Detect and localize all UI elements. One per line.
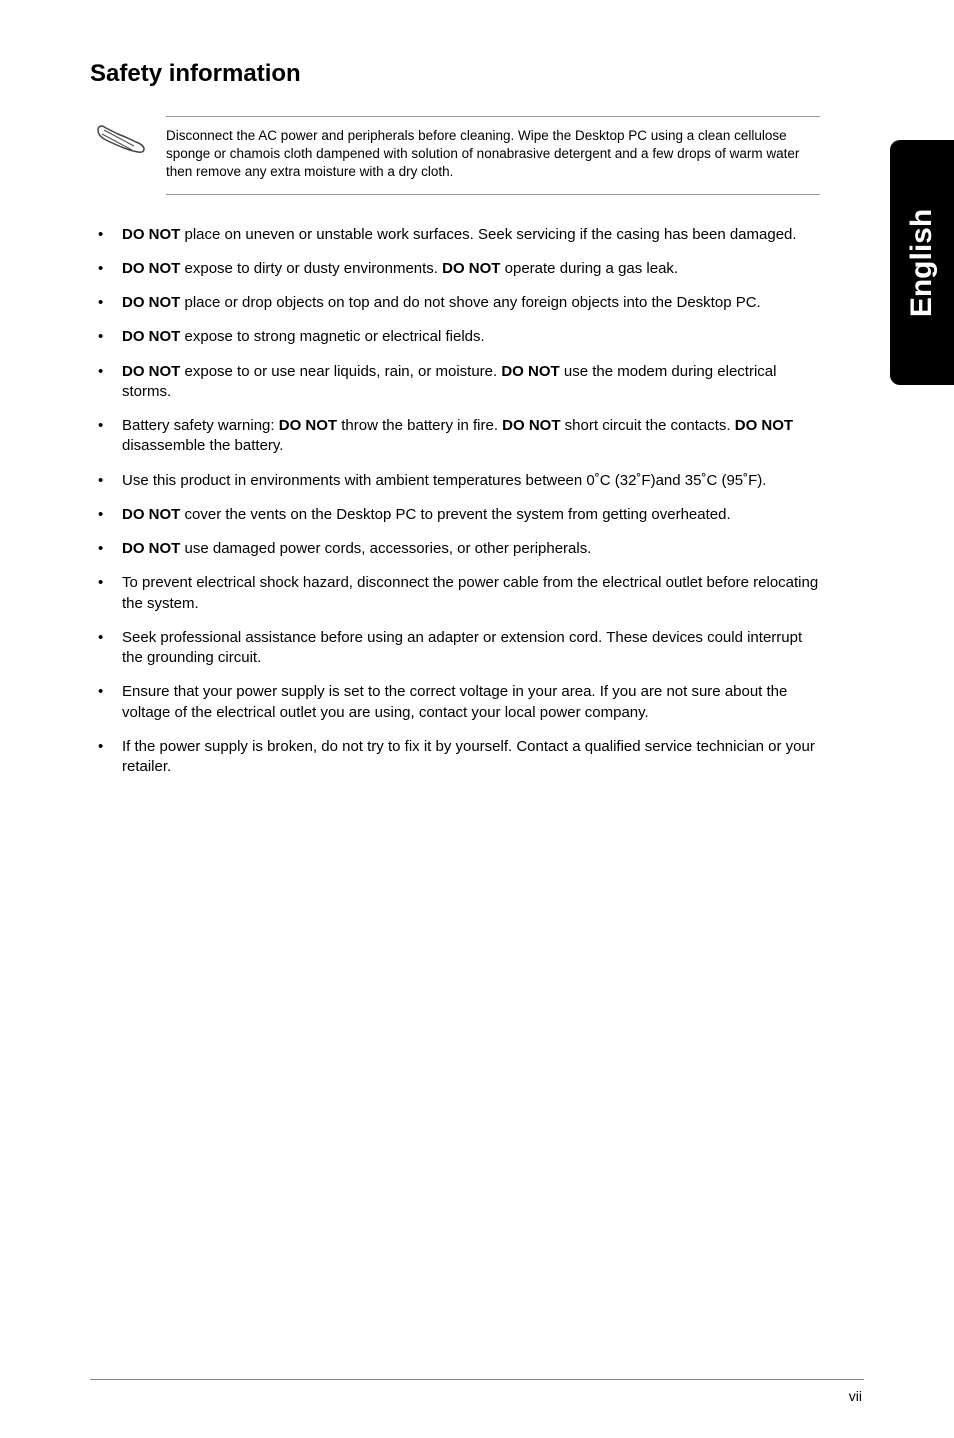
bullet-text: DO NOT expose to or use near liquids, ra… bbox=[122, 362, 820, 403]
bullet-marker: • bbox=[90, 505, 122, 525]
bullet-text: DO NOT use damaged power cords, accessor… bbox=[122, 539, 820, 559]
bullet-marker: • bbox=[90, 471, 122, 491]
bullet-marker: • bbox=[90, 327, 122, 347]
language-label: English bbox=[905, 208, 939, 316]
bullet-text: Ensure that your power supply is set to … bbox=[122, 682, 820, 723]
bullet-item: •Seek professional assistance before usi… bbox=[90, 628, 820, 669]
bullet-item: •To prevent electrical shock hazard, dis… bbox=[90, 573, 820, 614]
bullet-marker: • bbox=[90, 259, 122, 279]
bullet-marker: • bbox=[90, 682, 122, 702]
page-number: vii bbox=[849, 1388, 862, 1404]
bullet-item: •DO NOT expose to dirty or dusty environ… bbox=[90, 259, 820, 279]
bullet-marker: • bbox=[90, 293, 122, 313]
bullet-item: •DO NOT cover the vents on the Desktop P… bbox=[90, 505, 820, 525]
bullet-text: If the power supply is broken, do not tr… bbox=[122, 737, 820, 778]
bullet-item: •Battery safety warning: DO NOT throw th… bbox=[90, 416, 820, 457]
section-title: Safety information bbox=[90, 60, 820, 88]
bullet-text: DO NOT expose to strong magnetic or elec… bbox=[122, 327, 820, 347]
bullet-marker: • bbox=[90, 539, 122, 559]
bullet-marker: • bbox=[90, 628, 122, 648]
note-block: Disconnect the AC power and peripherals … bbox=[94, 116, 820, 195]
bullet-text: To prevent electrical shock hazard, disc… bbox=[122, 573, 820, 614]
bullet-marker: • bbox=[90, 737, 122, 757]
bullet-item: •DO NOT use damaged power cords, accesso… bbox=[90, 539, 820, 559]
bullet-text: Seek professional assistance before usin… bbox=[122, 628, 820, 669]
bullet-item: •DO NOT place on uneven or unstable work… bbox=[90, 225, 820, 245]
bullet-text: DO NOT cover the vents on the Desktop PC… bbox=[122, 505, 820, 525]
bullet-text: DO NOT place or drop objects on top and … bbox=[122, 293, 820, 313]
bullet-marker: • bbox=[90, 416, 122, 436]
bullet-item: •Use this product in environments with a… bbox=[90, 471, 820, 491]
language-side-tab: English bbox=[890, 140, 954, 385]
note-text: Disconnect the AC power and peripherals … bbox=[166, 127, 820, 182]
footer-divider bbox=[90, 1379, 864, 1380]
safety-bullet-list: •DO NOT place on uneven or unstable work… bbox=[90, 225, 820, 778]
bullet-text: DO NOT expose to dirty or dusty environm… bbox=[122, 259, 820, 279]
bullet-item: •DO NOT expose to strong magnetic or ele… bbox=[90, 327, 820, 347]
note-text-wrapper: Disconnect the AC power and peripherals … bbox=[166, 116, 820, 195]
bullet-item: •DO NOT place or drop objects on top and… bbox=[90, 293, 820, 313]
bullet-item: •If the power supply is broken, do not t… bbox=[90, 737, 820, 778]
bullet-text: Use this product in environments with am… bbox=[122, 471, 820, 491]
note-icon bbox=[94, 122, 148, 163]
bullet-item: •Ensure that your power supply is set to… bbox=[90, 682, 820, 723]
bullet-marker: • bbox=[90, 225, 122, 245]
bullet-text: DO NOT place on uneven or unstable work … bbox=[122, 225, 820, 245]
bullet-text: Battery safety warning: DO NOT throw the… bbox=[122, 416, 820, 457]
bullet-marker: • bbox=[90, 573, 122, 593]
bullet-marker: • bbox=[90, 362, 122, 382]
bullet-item: •DO NOT expose to or use near liquids, r… bbox=[90, 362, 820, 403]
